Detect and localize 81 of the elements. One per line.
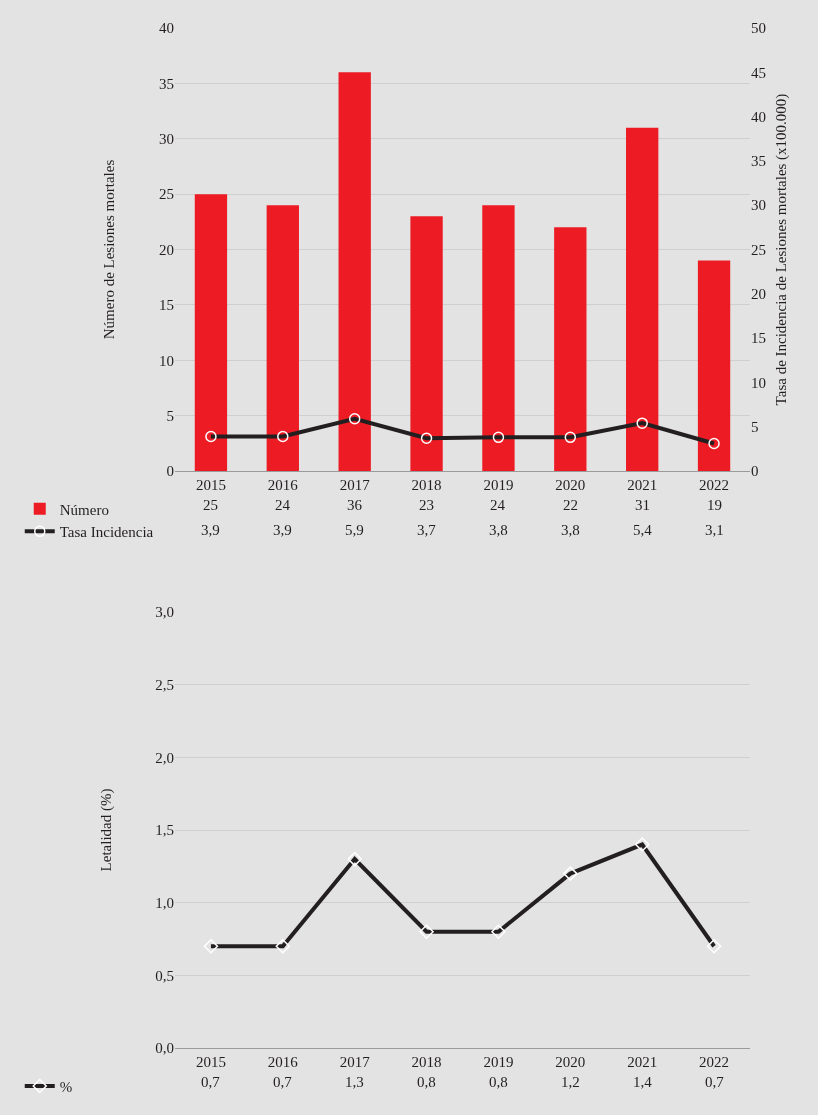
x-tick-label: 2016 (267, 477, 299, 493)
y-tick-label: 0,5 (155, 967, 174, 984)
data-label: 0,8 (489, 1074, 508, 1090)
y2-tick-label: 50 (751, 20, 766, 37)
bar (482, 205, 515, 471)
y2-tick-label: 10 (751, 374, 766, 391)
y-tick-label: 1,0 (155, 894, 174, 911)
bar (266, 205, 299, 471)
y-tick-label: 2,5 (155, 676, 174, 693)
data-label: 1,3 (345, 1074, 364, 1090)
y-tick-label: 0,0 (155, 1040, 174, 1057)
bar (697, 260, 731, 471)
y-tick-label: 40 (159, 20, 174, 37)
bar (410, 216, 443, 471)
y2-tick-label: 25 (751, 241, 766, 258)
x-tick-label: 2018 (411, 477, 442, 493)
y-tick-label: 0 (166, 463, 174, 480)
x-tick-label: 2020 (555, 477, 586, 493)
y-tick-label: 1,5 (155, 822, 174, 839)
data-label: 24 (275, 497, 291, 513)
y2-tick-label: 45 (751, 64, 766, 81)
x-tick-label: 2022 (699, 1054, 730, 1070)
data-label: 36 (347, 497, 363, 513)
data-label: 3,9 (273, 522, 292, 538)
data-label: 0,7 (705, 1074, 725, 1090)
y2-axis-title: Tasa de Incidencia de Lesiones mortales (x100.000) (773, 93, 790, 406)
y-tick-label: 30 (159, 131, 174, 147)
data-label: 5,9 (345, 522, 364, 538)
y2-tick-label: 5 (751, 418, 759, 435)
y2-tick-label: 20 (751, 286, 766, 303)
data-label: 3,8 (561, 522, 580, 538)
y2-tick-label: 35 (751, 153, 766, 170)
x-tick-label: 2021 (627, 1054, 658, 1070)
x-tick-label: 2015 (195, 477, 226, 493)
x-tick-label: 2021 (627, 477, 658, 493)
y-tick-label: 10 (159, 352, 174, 369)
bar (626, 127, 659, 471)
x-tick-label: 2020 (555, 1054, 586, 1070)
x-tick-label: 2022 (699, 477, 730, 493)
data-label: 0,7 (273, 1074, 293, 1090)
y-tick-label: 2,0 (155, 749, 174, 766)
y-tick-label: 35 (159, 75, 174, 92)
x-tick-label: 2015 (195, 1054, 226, 1070)
x-tick-label: 2019 (483, 477, 514, 493)
legend-label: Número (59, 501, 109, 518)
x-tick-label: 2017 (339, 477, 371, 493)
data-label: 25 (203, 497, 218, 513)
data-label: 0,8 (417, 1074, 436, 1090)
x-tick-label: 2016 (267, 1054, 299, 1070)
data-label: 24 (490, 497, 506, 513)
y2-tick-label: 15 (751, 330, 766, 347)
y-axis-title: Letalidad (%) (97, 788, 115, 872)
data-label: 1,4 (633, 1074, 653, 1090)
x-tick-label: 2019 (483, 1054, 514, 1070)
data-label: 1,2 (561, 1074, 580, 1090)
legend-label: Tasa Incidencia (59, 524, 154, 541)
y-tick-label: 3,0 (155, 604, 174, 621)
y2-tick-label: 0 (751, 463, 759, 480)
x-tick-label: 2017 (339, 1054, 371, 1070)
data-label: 22 (563, 497, 578, 513)
y-axis-title: Número de Lesiones mortales (101, 159, 118, 340)
data-label: 5,4 (633, 522, 653, 538)
bar (194, 194, 228, 471)
y2-tick-label: 30 (751, 197, 766, 214)
bar (554, 227, 587, 471)
data-label: 31 (635, 497, 650, 513)
y-tick-label: 5 (166, 407, 174, 424)
legend-label: % (59, 1078, 73, 1095)
data-label: 3,7 (417, 522, 437, 538)
y-tick-label: 15 (159, 297, 174, 314)
bar (338, 72, 371, 471)
data-label: 3,9 (201, 522, 220, 538)
x-tick-label: 2018 (411, 1054, 442, 1070)
data-label: 23 (419, 497, 434, 513)
data-label: 3,8 (489, 522, 508, 538)
data-label: 19 (707, 497, 722, 513)
y-tick-label: 25 (159, 186, 174, 203)
data-label: 3,1 (705, 522, 724, 538)
y-tick-label: 20 (159, 241, 174, 258)
y2-tick-label: 40 (751, 108, 766, 125)
data-label: 0,7 (201, 1074, 221, 1090)
